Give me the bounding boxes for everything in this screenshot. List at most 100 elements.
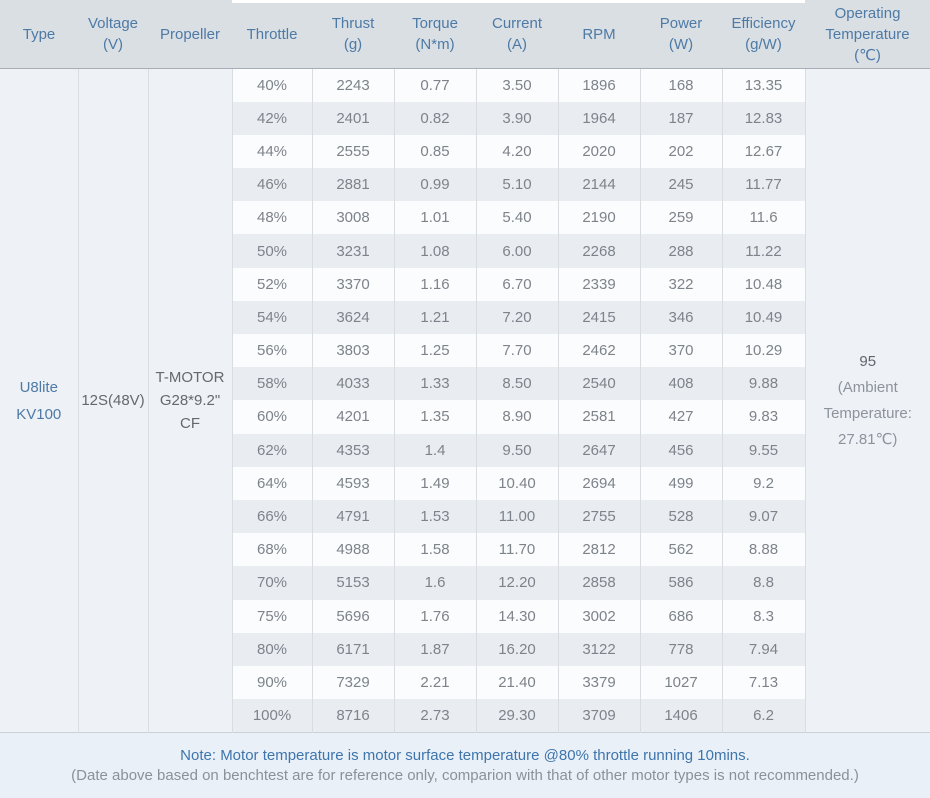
cell-throttle: 54% (231, 300, 312, 334)
column-header-voltage: Voltage (V) (78, 0, 148, 69)
cell-efficiency: 10.29 (721, 334, 805, 368)
cell-power: 1027 (639, 665, 722, 700)
cell-throttle: 70% (231, 566, 312, 600)
note-line-1: Note: Motor temperature is motor surface… (180, 747, 750, 764)
cell-throttle: 90% (231, 665, 312, 700)
table-row: 52% 3370 1.16 6.70 2339 322 10.48 (0, 267, 930, 301)
cell-rpm: 1896 (557, 68, 640, 102)
cell-rpm: 2415 (557, 300, 640, 334)
table-row: 68% 4988 1.58 11.70 2812 562 8.88 (0, 533, 930, 567)
cell-throttle: 46% (231, 168, 312, 202)
motor-spec-table: Type Voltage (V) Propeller Throttle Thru… (0, 0, 930, 733)
column-header-torque: Torque (N*m) (394, 0, 476, 69)
cell-throttle: 56% (231, 334, 312, 368)
column-header-propeller: Propeller (148, 0, 232, 69)
text-line: (Ambient (837, 378, 898, 396)
cell-thrust: 3231 (311, 234, 394, 268)
text-line: Temperature: (823, 404, 912, 422)
cell-rpm: 2144 (557, 168, 640, 202)
header-line: (℃) (854, 46, 881, 64)
table-row: U8lite KV100 12S(48V) T-MOTOR G28*9.2" CF 40% 2… (0, 68, 930, 733)
cell-throttle: 42% (231, 101, 312, 135)
table-row: 90% 7329 2.21 21.40 3379 1027 7.13 (0, 665, 930, 700)
cell-torque: 1.4 (393, 433, 476, 467)
table-row: 100% 8716 2.73 29.30 3709 1406 6.2 (0, 699, 930, 733)
cell-rpm: 2858 (557, 566, 640, 600)
column-header-operating-temperature: Operating Temperature (℃) (805, 0, 930, 69)
cell-efficiency: 11.6 (721, 201, 805, 235)
table-notes: Note: Motor temperature is motor surface… (0, 733, 930, 798)
cell-efficiency: 6.2 (721, 699, 805, 733)
cell-rpm: 2581 (557, 400, 640, 434)
cell-thrust: 3370 (311, 267, 394, 301)
header-line: Type (22, 25, 56, 43)
cell-current: 3.90 (475, 101, 558, 135)
cell-rpm: 1964 (557, 101, 640, 135)
table-row: 58% 4033 1.33 8.50 2540 408 9.88 (0, 367, 930, 401)
cell-current: 6.00 (475, 234, 558, 268)
column-header-power: Power (W) (640, 0, 722, 69)
cell-rpm: 2020 (557, 134, 640, 169)
cell-efficiency: 12.67 (721, 134, 805, 169)
table-row: 48% 3008 1.01 5.40 2190 259 11.6 (0, 201, 930, 235)
cell-torque: 1.76 (393, 599, 476, 633)
table-header: Type Voltage (V) Propeller Throttle Thru… (0, 0, 930, 69)
cell-efficiency: 11.22 (721, 234, 805, 268)
cell-throttle: 64% (231, 466, 312, 500)
cell-efficiency: 11.77 (721, 168, 805, 202)
cell-efficiency: 8.3 (721, 599, 805, 633)
cell-throttle: 40% (231, 68, 312, 102)
cell-thrust: 3803 (311, 334, 394, 368)
cell-power: 778 (639, 632, 722, 666)
table-row: 75% 5696 1.76 14.30 3002 686 8.3 (0, 599, 930, 633)
cell-throttle: 58% (231, 367, 312, 401)
header-line: Throttle (246, 25, 298, 43)
cell-efficiency: 9.83 (721, 400, 805, 434)
cell-current: 4.20 (475, 134, 558, 169)
header-line: Thrust (331, 15, 375, 32)
table-row: 42% 2401 0.82 3.90 1964 187 12.83 (0, 101, 930, 135)
cell-power: 288 (639, 234, 722, 268)
column-header-type: Type (0, 0, 78, 69)
text-line: KV100 (16, 405, 62, 423)
cell-throttle: 100% (231, 699, 312, 733)
cell-efficiency: 12.83 (721, 101, 805, 135)
cell-power: 586 (639, 566, 722, 600)
cell-efficiency: 7.13 (721, 665, 805, 700)
cell-torque: 1.01 (393, 201, 476, 235)
cell-thrust: 4033 (311, 367, 394, 401)
cell-rpm: 3122 (557, 632, 640, 666)
cell-efficiency: 9.55 (721, 433, 805, 467)
cell-current: 7.20 (475, 300, 558, 334)
header-line: (g/W) (745, 36, 782, 53)
cell-torque: 1.58 (393, 533, 476, 567)
header-line: (g) (343, 36, 363, 53)
text-line: 95 (859, 352, 877, 370)
operating-temperature-cell: 95 (Ambient Temperature: 27.81℃) (804, 68, 930, 733)
cell-power: 245 (639, 168, 722, 202)
table-row: 64% 4593 1.49 10.40 2694 499 9.2 (0, 466, 930, 500)
cell-torque: 2.73 (393, 699, 476, 733)
cell-thrust: 4353 (311, 433, 394, 467)
cell-thrust: 3008 (311, 201, 394, 235)
header-line: (A) (507, 36, 527, 53)
header-line: (W) (668, 36, 694, 53)
cell-throttle: 75% (231, 599, 312, 633)
column-header-throttle: Throttle (232, 0, 312, 69)
cell-efficiency: 9.07 (721, 499, 805, 534)
cell-current: 7.70 (475, 334, 558, 368)
cell-power: 686 (639, 599, 722, 633)
cell-current: 3.50 (475, 68, 558, 102)
cell-thrust: 4791 (311, 499, 394, 534)
cell-power: 1406 (639, 699, 722, 733)
cell-current: 29.30 (475, 699, 558, 733)
header-row: Type Voltage (V) Propeller Throttle Thru… (0, 0, 930, 69)
cell-thrust: 2243 (311, 68, 394, 102)
table-row: 66% 4791 1.53 11.00 2755 528 9.07 (0, 499, 930, 534)
cell-rpm: 2540 (557, 367, 640, 401)
cell-throttle: 44% (231, 134, 312, 169)
cell-torque: 0.99 (393, 168, 476, 202)
cell-current: 9.50 (475, 433, 558, 467)
column-header-efficiency: Efficiency (g/W) (722, 0, 805, 69)
cell-thrust: 2401 (311, 101, 394, 135)
